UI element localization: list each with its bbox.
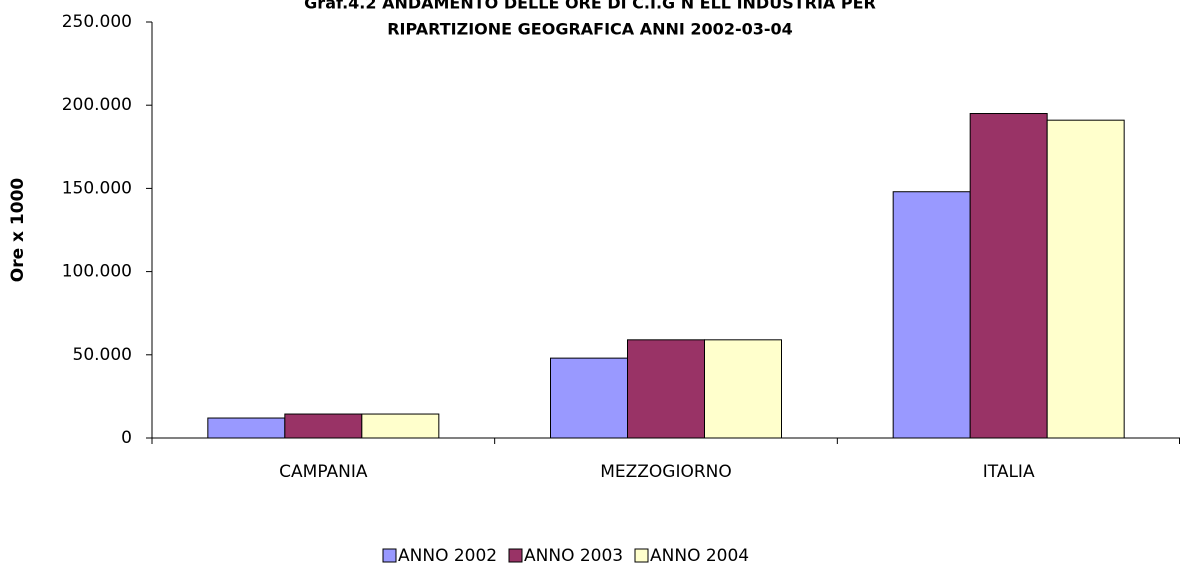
y-tick-label: 150.000 <box>62 178 132 198</box>
bar <box>892 191 971 439</box>
bar <box>1046 119 1125 439</box>
x-tick-label: MEZZOGIORNO <box>600 462 732 482</box>
chart-title: RIPARTIZIONE GEOGRAFICA ANNI 2002-03-04 <box>387 20 793 39</box>
legend-label: ANNO 2004 <box>650 546 749 566</box>
x-tick-label: ITALIA <box>983 462 1035 482</box>
legend-label: ANNO 2002 <box>398 546 497 566</box>
legend-swatch <box>634 548 649 563</box>
bar <box>969 113 1048 439</box>
y-tick-label: 0 <box>121 428 132 448</box>
y-tick-label: 200.000 <box>62 95 132 115</box>
legend-label: ANNO 2003 <box>524 546 623 566</box>
legend-swatch <box>508 548 523 563</box>
bar <box>207 417 286 439</box>
y-axis-label: Ore x 1000 <box>8 178 28 283</box>
bar <box>284 413 363 439</box>
bar <box>550 357 628 439</box>
chart-title: Graf.4.2 ANDAMENTO DELLE ORE DI C.I.G N … <box>304 0 876 13</box>
bar <box>627 339 705 439</box>
y-tick-label: 100.000 <box>62 262 132 282</box>
bar <box>704 339 782 439</box>
legend-swatch <box>382 548 397 563</box>
bar <box>361 413 440 439</box>
y-tick-label: 50.000 <box>73 345 132 365</box>
x-tick-label: CAMPANIA <box>279 462 368 482</box>
y-tick-label: 250.000 <box>62 12 132 32</box>
